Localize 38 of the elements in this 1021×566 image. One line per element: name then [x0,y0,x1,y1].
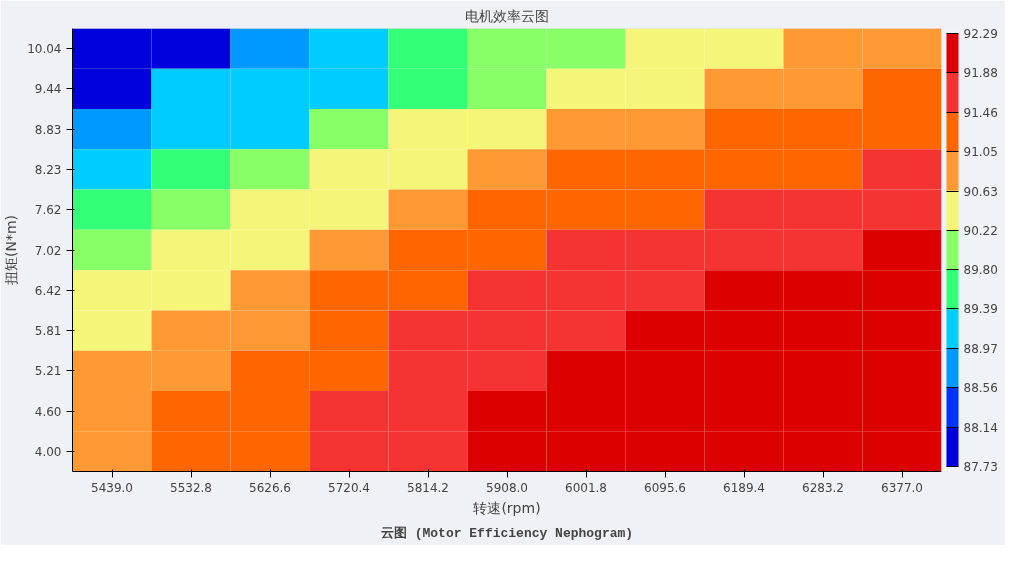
x-tick-label: 5814.2 [407,480,450,495]
y-tick-label: 4.00 [34,444,62,459]
text: 云图 (Motor Efficiency Nephogram) [380,525,634,541]
color-bar-label: 89.39 [963,302,998,317]
x-tick-label: 6283.2 [802,480,845,495]
x-tick-label: 5626.6 [249,480,292,495]
x-axis-title: 转速(rpm) [473,499,541,516]
color-bar-label: 91.05 [963,144,998,159]
y-tick-label: 5.21 [34,364,62,379]
y-tick-label: 8.23 [34,162,62,177]
y-tick-label: 5.81 [34,324,62,339]
x-tick-label: 6377.0 [881,480,924,495]
color-bar-label: 89.80 [963,263,998,278]
y-tick-label: 6.42 [34,283,62,298]
y-tick-label: 10.04 [27,42,62,57]
color-bar-label: 87.73 [963,460,998,474]
x-tick-label: 6001.8 [565,480,608,495]
color-bar-label: 90.22 [963,223,998,238]
color-bar-label: 88.56 [963,381,998,396]
y-tick-label: 7.02 [34,243,62,258]
color-bar-label: 88.14 [963,421,998,436]
color-bar-label: 91.46 [963,105,998,120]
y-tick-label: 7.62 [34,203,62,218]
color-bar-label: 91.88 [963,65,998,80]
x-tick-label: 5908.0 [486,480,529,495]
y-axis-title: 扭矩(N*m) [3,214,20,286]
y-tick-label: 8.83 [34,122,62,137]
x-tick-label: 6189.4 [723,480,766,495]
x-tick-label: 5439.0 [91,480,134,495]
y-tick-label: 4.60 [34,404,62,419]
x-tick-label: 5720.4 [328,480,371,495]
chart-title: 电机效率云图 [465,7,549,24]
x-tick-label: 6095.6 [644,480,687,495]
x-tick-label: 5532.8 [170,480,213,495]
color-bar-label: 90.63 [963,184,998,199]
y-tick-label: 9.44 [34,82,62,97]
color-bar-label: 88.97 [963,342,998,357]
color-bar-label: 92.29 [963,27,998,41]
